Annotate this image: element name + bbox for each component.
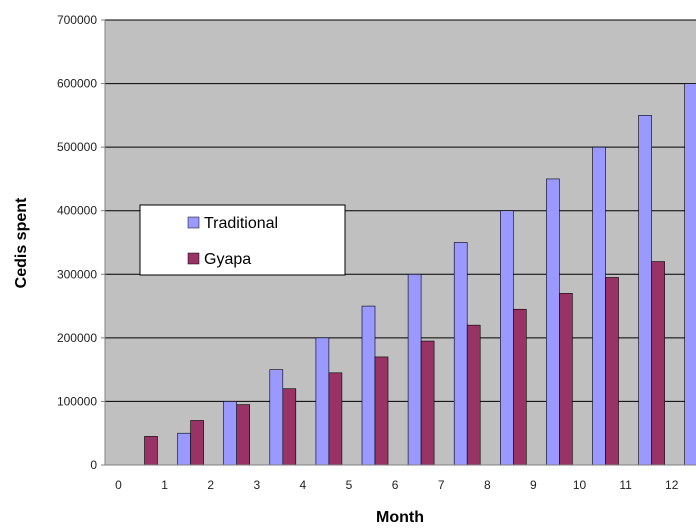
bar-traditional-2 [223,401,237,466]
bars [144,83,696,466]
y-tick-label: 700000 [57,13,97,27]
bar-traditional-1 [177,432,191,466]
bar-gyapa-11 [651,261,665,466]
x-tick-label: 4 [300,478,307,492]
y-tick-label: 100000 [57,394,97,408]
x-tick-label: 9 [530,478,537,492]
y-tick-label: 200000 [57,331,97,345]
bar-gyapa-5 [374,356,389,466]
bar-gyapa-3 [282,388,297,466]
x-tick-labels: 0 1 2 3 4 5 6 7 8 9 10 11 12 [115,478,679,492]
y-tick-label: 600000 [57,77,97,91]
x-tick-label: 11 [619,478,632,492]
y-tick-label: 400000 [57,204,97,218]
legend-label-gyapa: Gyapa [204,251,251,268]
bar-gyapa-10 [605,277,619,466]
bar-gyapa-6 [420,340,435,466]
y-tick-label: 0 [90,458,97,472]
bar-gyapa-1 [190,420,204,466]
legend-swatch-gyapa [187,252,200,265]
legend-label-traditional: Traditional [204,215,278,232]
x-axis-title: Month [376,509,424,526]
y-axis-title: Cedis spent [13,197,30,288]
bar-gyapa-2 [236,404,250,466]
y-tick-label: 500000 [57,140,97,154]
bar-traditional-3 [269,369,284,466]
bar-traditional-7 [453,242,468,466]
legend-swatch-traditional [187,216,200,229]
x-tick-label: 3 [253,478,260,492]
bar-gyapa-8 [512,308,527,466]
bar-traditional-10 [592,146,606,466]
bar-gyapa-4 [328,372,343,466]
bar-traditional-11 [638,115,652,466]
x-tick-label: 2 [207,478,214,492]
bar-traditional-9 [546,178,560,466]
x-tick-label: 10 [573,478,587,492]
bar-gyapa-9 [559,293,573,466]
bar-gyapa-7 [466,324,481,466]
y-tick-label: 300000 [57,267,97,281]
bar-traditional-4 [315,337,330,466]
bar-traditional-12 [684,83,696,466]
x-tick-label: 5 [346,478,353,492]
x-tick-label: 0 [115,478,122,492]
y-tick-labels: 0 100000 200000 300000 400000 500000 600000 700… [57,13,105,472]
bar-traditional-5 [361,305,376,466]
bar-traditional-8 [499,210,514,466]
legend: Traditional Gyapa [139,204,346,276]
x-tick-label: 7 [438,478,445,492]
x-tick-label: 6 [392,478,399,492]
x-tick-label: 12 [665,478,679,492]
x-tick-label: 8 [484,478,491,492]
bar-traditional-6 [407,273,422,466]
x-tick-label: 1 [161,478,168,492]
bar-gyapa-0 [144,436,158,466]
legend-box [139,204,346,276]
